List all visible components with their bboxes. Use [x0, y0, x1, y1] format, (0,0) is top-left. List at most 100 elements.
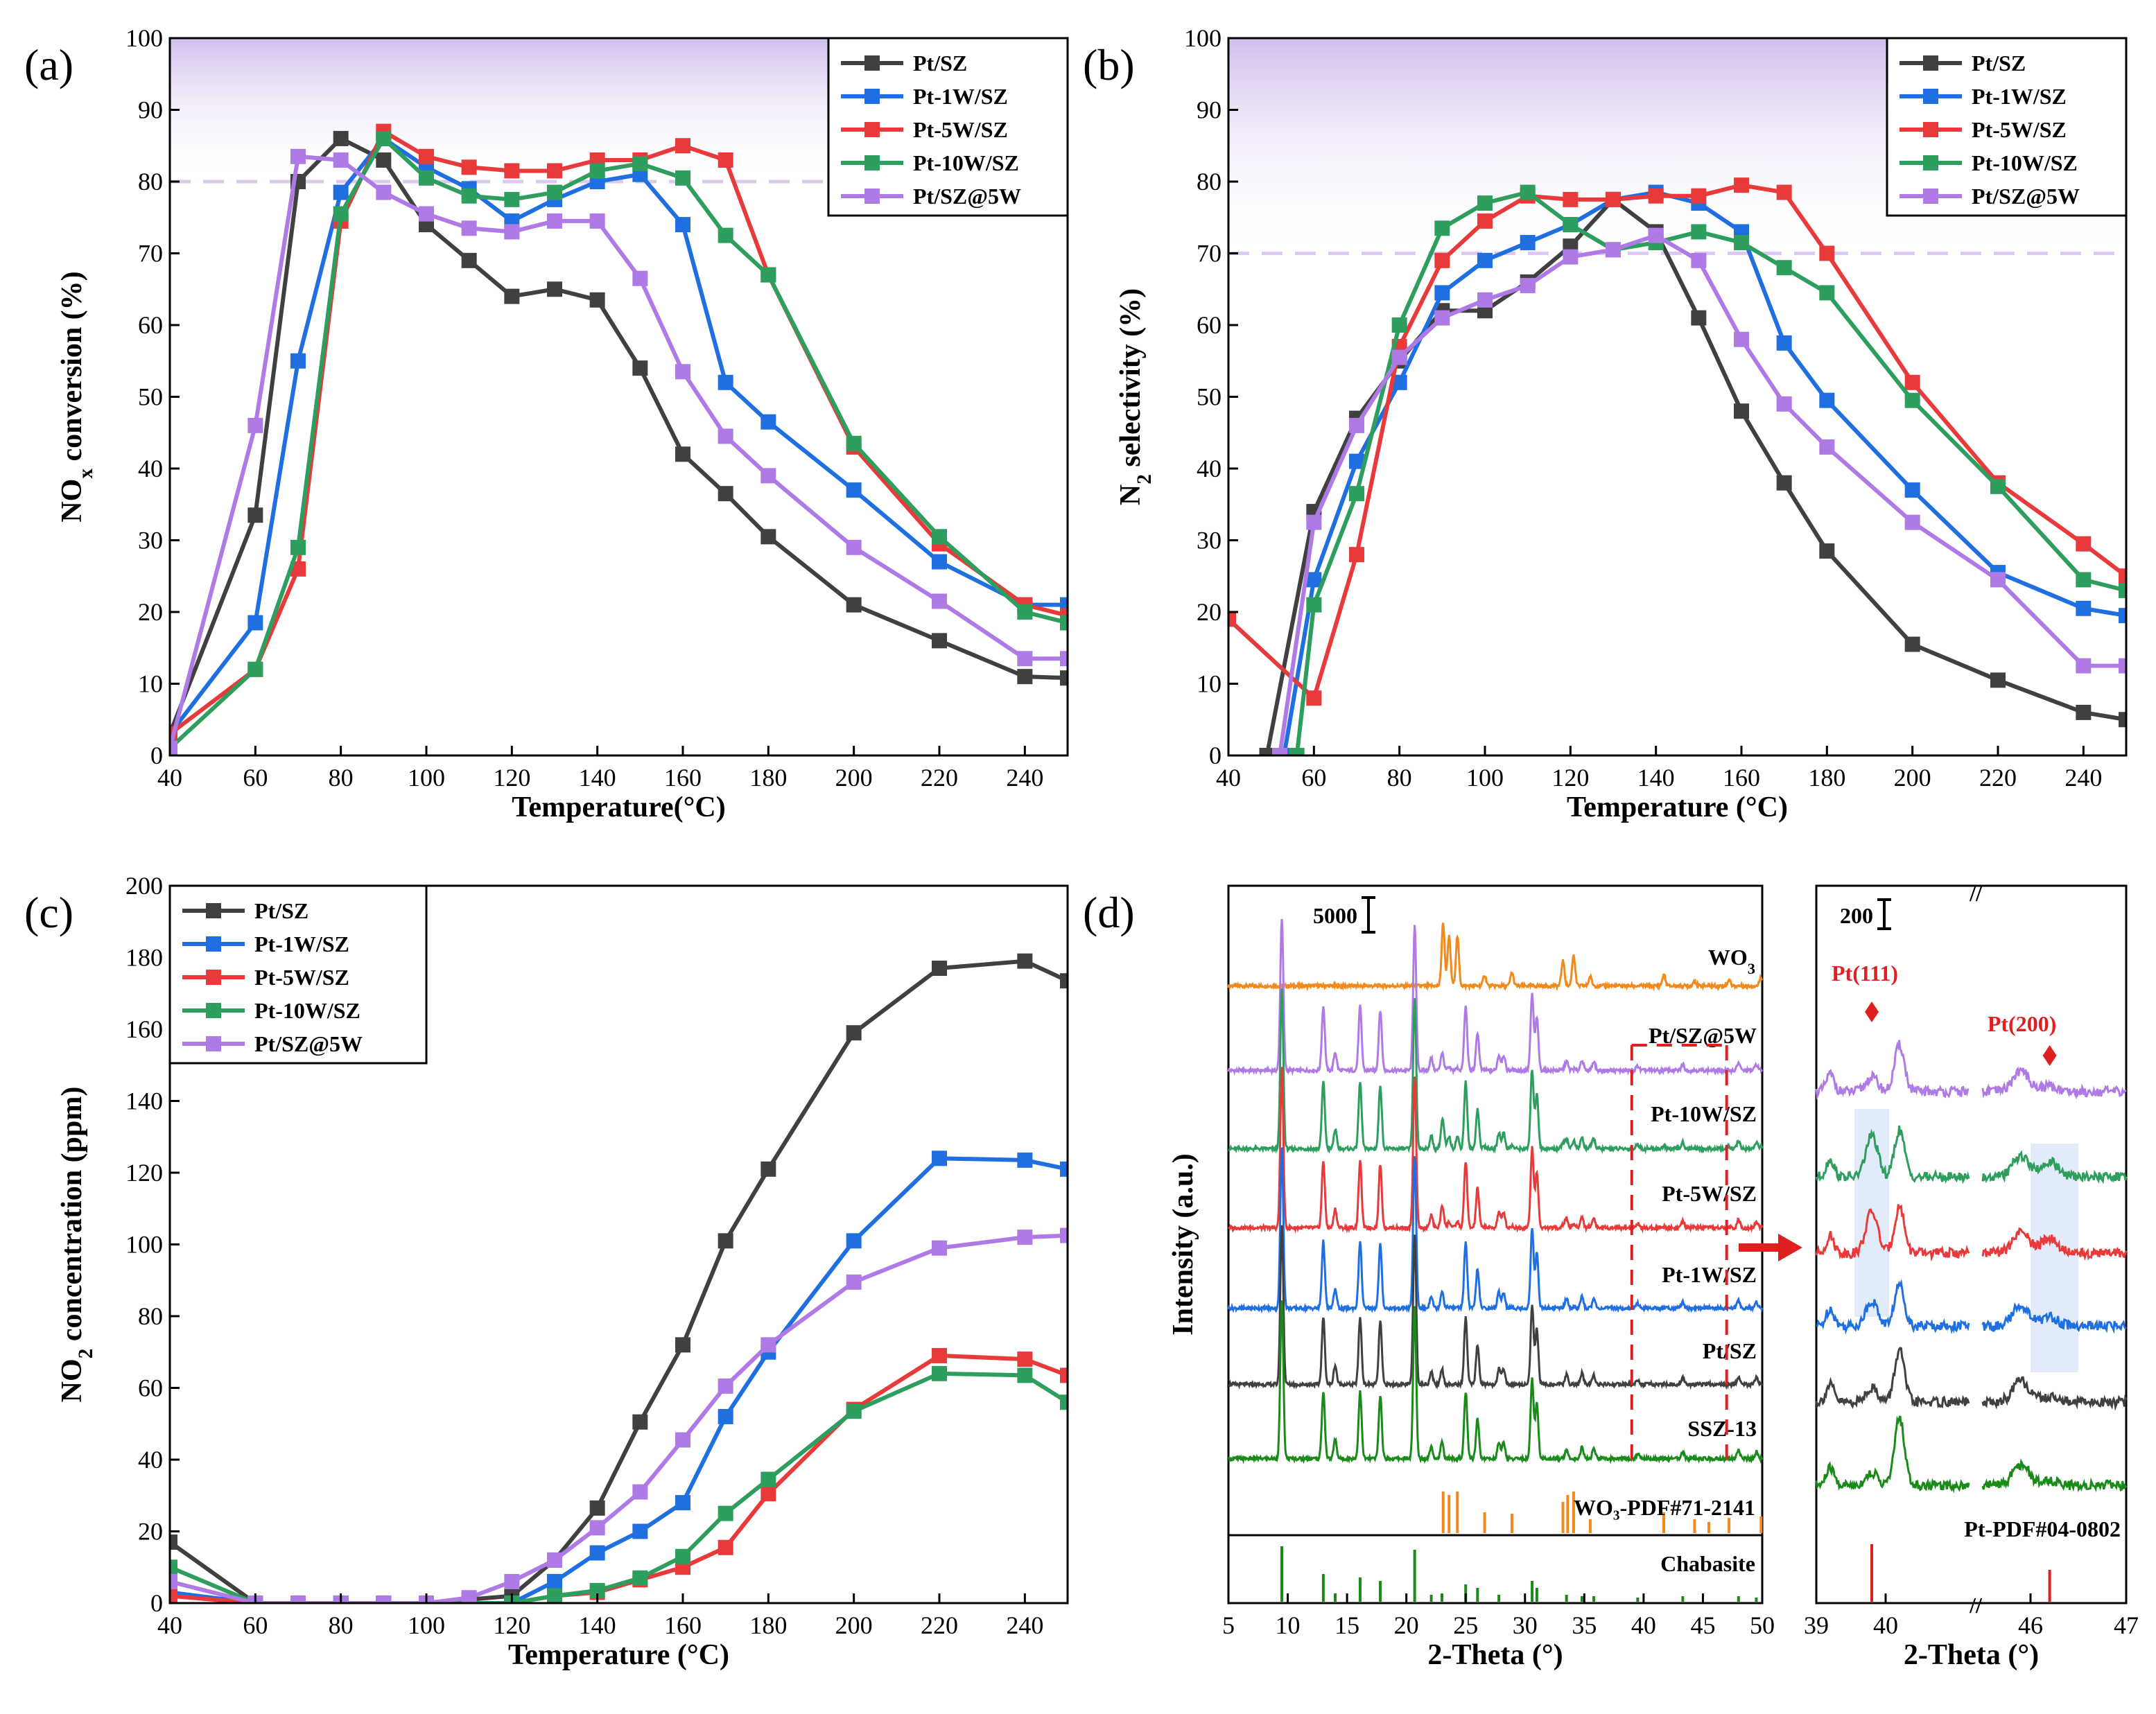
xrd-zoom-trace-Pt-10W/SZ [1815, 1126, 1970, 1184]
data-point-Pt-1W/SZ [589, 1545, 605, 1561]
data-point-Pt-1W/SZ [1776, 335, 1792, 351]
data-point-Pt-5W/SZ [1691, 188, 1707, 204]
data-point-Pt/SZ@5W [1990, 572, 2006, 588]
data-point-Pt-5W/SZ [718, 1539, 733, 1555]
ref-label-wo3: WO₃-PDF#71-2141 [1574, 1495, 1755, 1520]
data-point-Pt/SZ@5W [504, 224, 520, 240]
data-point-Pt/SZ@5W [718, 428, 733, 444]
axis-break-top: // [1969, 881, 1983, 906]
data-point-Pt-10W/SZ [461, 188, 477, 204]
data-point-Pt-10W/SZ [1306, 597, 1322, 613]
data-point-Pt/SZ [1060, 973, 1068, 989]
data-point-Pt/SZ@5W [932, 1240, 947, 1256]
y-tick-label: 0 [150, 742, 163, 769]
data-point-Pt-1W/SZ [846, 482, 862, 498]
data-point-Pt/SZ@5W [846, 1274, 862, 1290]
trace-label: SSZ-13 [1687, 1416, 1757, 1441]
data-point-Pt/SZ@5W [1734, 331, 1749, 347]
legend: Pt/SZ Pt-1W/SZ Pt-5W/SZ Pt-10W/SZ Pt/SZ@5W [827, 37, 1069, 217]
series-line-Pt-5W/SZ [1228, 183, 2126, 702]
data-point-Pt/SZ [1017, 669, 1033, 685]
series-line-Pt/SZ@5W [170, 1233, 1068, 1603]
x-tick-label: 200 [835, 764, 873, 792]
data-point-Pt/SZ [1990, 672, 2006, 688]
data-point-Pt-10W/SZ [632, 1570, 648, 1586]
legend-label: Pt/SZ@5W [913, 184, 1021, 209]
series-line-Pt-10W/SZ [170, 1371, 1068, 1603]
data-point-Pt-1W/SZ [675, 217, 690, 233]
data-point-Pt/SZ [632, 360, 648, 376]
data-point-Pt-10W/SZ [632, 156, 648, 172]
data-point-Pt/SZ [1904, 636, 1920, 652]
data-point-Pt/SZ@5W [376, 1595, 392, 1603]
data-point-Pt/SZ@5W [170, 740, 177, 755]
data-point-Pt/SZ@5W [1819, 439, 1835, 455]
data-point-Pt-5W/SZ [760, 1486, 776, 1502]
y-tick-label: 200 [125, 872, 163, 900]
x-tick-label: 160 [1723, 764, 1760, 792]
data-point-Pt/SZ [333, 130, 349, 146]
data-point-Pt/SZ@5W [1520, 278, 1536, 294]
panel-label: (d) [1083, 888, 1135, 937]
x-tick-label: 160 [664, 764, 702, 792]
y-tick-label: 100 [1184, 24, 1222, 52]
legend-label: Pt-10W/SZ [1972, 150, 2078, 175]
xrd-zoom-trace-Pt-5W/SZ [1815, 1204, 1970, 1262]
x-tick-label: 160 [664, 1611, 702, 1639]
data-point-Pt/SZ [1691, 310, 1707, 326]
x-tick-label: 140 [579, 764, 616, 792]
series-group [1228, 177, 2126, 755]
data-point-Pt/SZ@5W [589, 1520, 605, 1536]
data-point-Pt/SZ [632, 1414, 648, 1430]
y-tick-label: 90 [1197, 96, 1222, 124]
data-point-Pt/SZ [170, 1534, 177, 1550]
x-tick-label: 100 [1466, 764, 1504, 792]
y-tick-label: 180 [125, 944, 163, 972]
y-axis-title: N2 selectivity (%) [1115, 288, 1156, 505]
xrd-trace-Pt-10W/SZ [1228, 988, 1764, 1155]
data-point-Pt-5W/SZ [675, 138, 690, 154]
panel-label: (c) [24, 888, 73, 937]
data-point-Pt-10W/SZ [376, 130, 392, 146]
data-point-Pt/SZ@5W [333, 152, 349, 168]
data-point-Pt/SZ@5W [632, 1484, 648, 1500]
data-point-Pt/SZ [589, 292, 605, 308]
data-point-Pt-10W/SZ [1691, 224, 1707, 240]
data-point-Pt/SZ@5W [1060, 1227, 1068, 1243]
data-point-Pt-5W/SZ [461, 159, 477, 175]
y-tick-label: 140 [125, 1087, 163, 1115]
panel-label: (b) [1083, 40, 1135, 89]
data-point-Pt-10W/SZ [675, 1548, 690, 1564]
data-point-Pt-1W/SZ [2119, 608, 2126, 624]
legend-marker [1923, 122, 1938, 137]
data-point-Pt/SZ [589, 1500, 605, 1516]
xrd-zoom-trace-Pt/SZ [1815, 1347, 1970, 1409]
x-tick-label: 60 [1301, 764, 1326, 792]
y-tick-label: 60 [138, 1374, 163, 1402]
data-point-Pt/SZ@5W [675, 364, 690, 380]
data-point-Pt/SZ [1776, 475, 1792, 491]
x-tick-label: 60 [243, 1611, 268, 1639]
legend-label: Pt-5W/SZ [1972, 117, 2067, 142]
scale-bar-label: 200 [1840, 903, 1873, 928]
data-point-Pt/SZ@5W [547, 1552, 562, 1568]
data-point-Pt/SZ [1060, 670, 1068, 686]
data-point-Pt/SZ@5W [1648, 227, 1664, 243]
data-point-Pt-5W/SZ [547, 163, 562, 179]
series-line-Pt-1W/SZ [1282, 190, 2126, 755]
data-point-Pt/SZ [461, 252, 477, 268]
legend-label: Pt-1W/SZ [1972, 84, 2067, 109]
xrd-zoom-trace-Pt/SZ@5W [1815, 1040, 1970, 1101]
x-tick-label: 180 [1808, 764, 1845, 792]
data-point-Pt/SZ@5W [632, 270, 648, 286]
y-tick-label: 0 [1209, 742, 1222, 769]
xrd-zoom-trace-Pt-1W/SZ [1816, 1279, 1970, 1335]
xrd-zoom-trace-Pt-5W/SZ [1981, 1227, 2128, 1261]
legend-marker [864, 89, 880, 104]
legend-marker [864, 122, 880, 137]
data-point-Pt-10W/SZ [589, 1582, 605, 1598]
legend-marker [1923, 155, 1938, 170]
legend-marker [864, 55, 880, 71]
data-point-Pt-5W/SZ [419, 148, 434, 164]
data-point-Pt/SZ [675, 446, 690, 462]
